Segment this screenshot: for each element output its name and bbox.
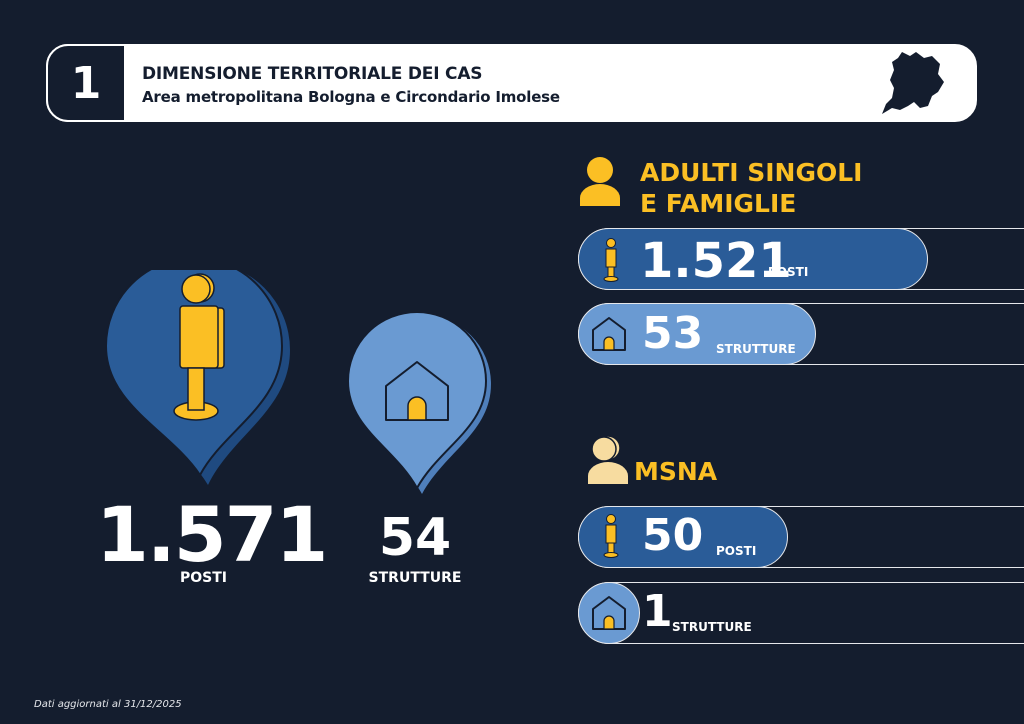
msna-posti-value: 50 [642, 510, 704, 561]
adulti-strutture-label: STRUTTURE [716, 342, 796, 356]
adulti-title-line1: ADULTI SINGOLI [640, 158, 863, 187]
page-title: DIMENSIONE TERRITORIALE DEI CAS [142, 64, 483, 84]
house-icon [592, 317, 626, 351]
adulti-posti-bar [578, 228, 928, 290]
page-subtitle: Area metropolitana Bologna e Circondario… [142, 88, 560, 106]
msna-section-title: MSNA [634, 457, 718, 486]
house-icon [592, 596, 626, 630]
adulti-strutture-value: 53 [642, 308, 704, 359]
total-strutture-label: STRUTTURE [368, 570, 462, 586]
posti-person-icon [603, 238, 619, 282]
adulti-posti-label: POSTI [768, 265, 809, 279]
adulti-posti-value: 1.521 [640, 233, 792, 289]
posti-pin-icon [104, 270, 290, 485]
msna-strutture-label: STRUTTURE [672, 620, 752, 634]
map-silhouette-icon [882, 52, 944, 114]
minor-person-icon [588, 435, 628, 484]
section-number: 1 [70, 57, 102, 109]
adulti-title-line2: E FAMIGLIE [640, 189, 797, 218]
total-posti-label: POSTI [179, 570, 227, 586]
total-posti-value: 1.571 [96, 490, 328, 579]
posti-person-icon [603, 514, 619, 558]
adult-person-icon [580, 157, 620, 206]
msna-posti-label: POSTI [716, 544, 757, 558]
header-bar [46, 44, 977, 122]
strutture-pin-icon [346, 312, 491, 494]
msna-strutture-value: 1 [642, 586, 673, 637]
adulti-section-title: ADULTI SINGOLI E FAMIGLIE [640, 157, 863, 219]
footer-note: Dati aggiornati al 31/12/2025 [34, 699, 182, 710]
total-strutture-value: 54 [378, 508, 452, 568]
section-number-box: 1 [46, 44, 126, 122]
